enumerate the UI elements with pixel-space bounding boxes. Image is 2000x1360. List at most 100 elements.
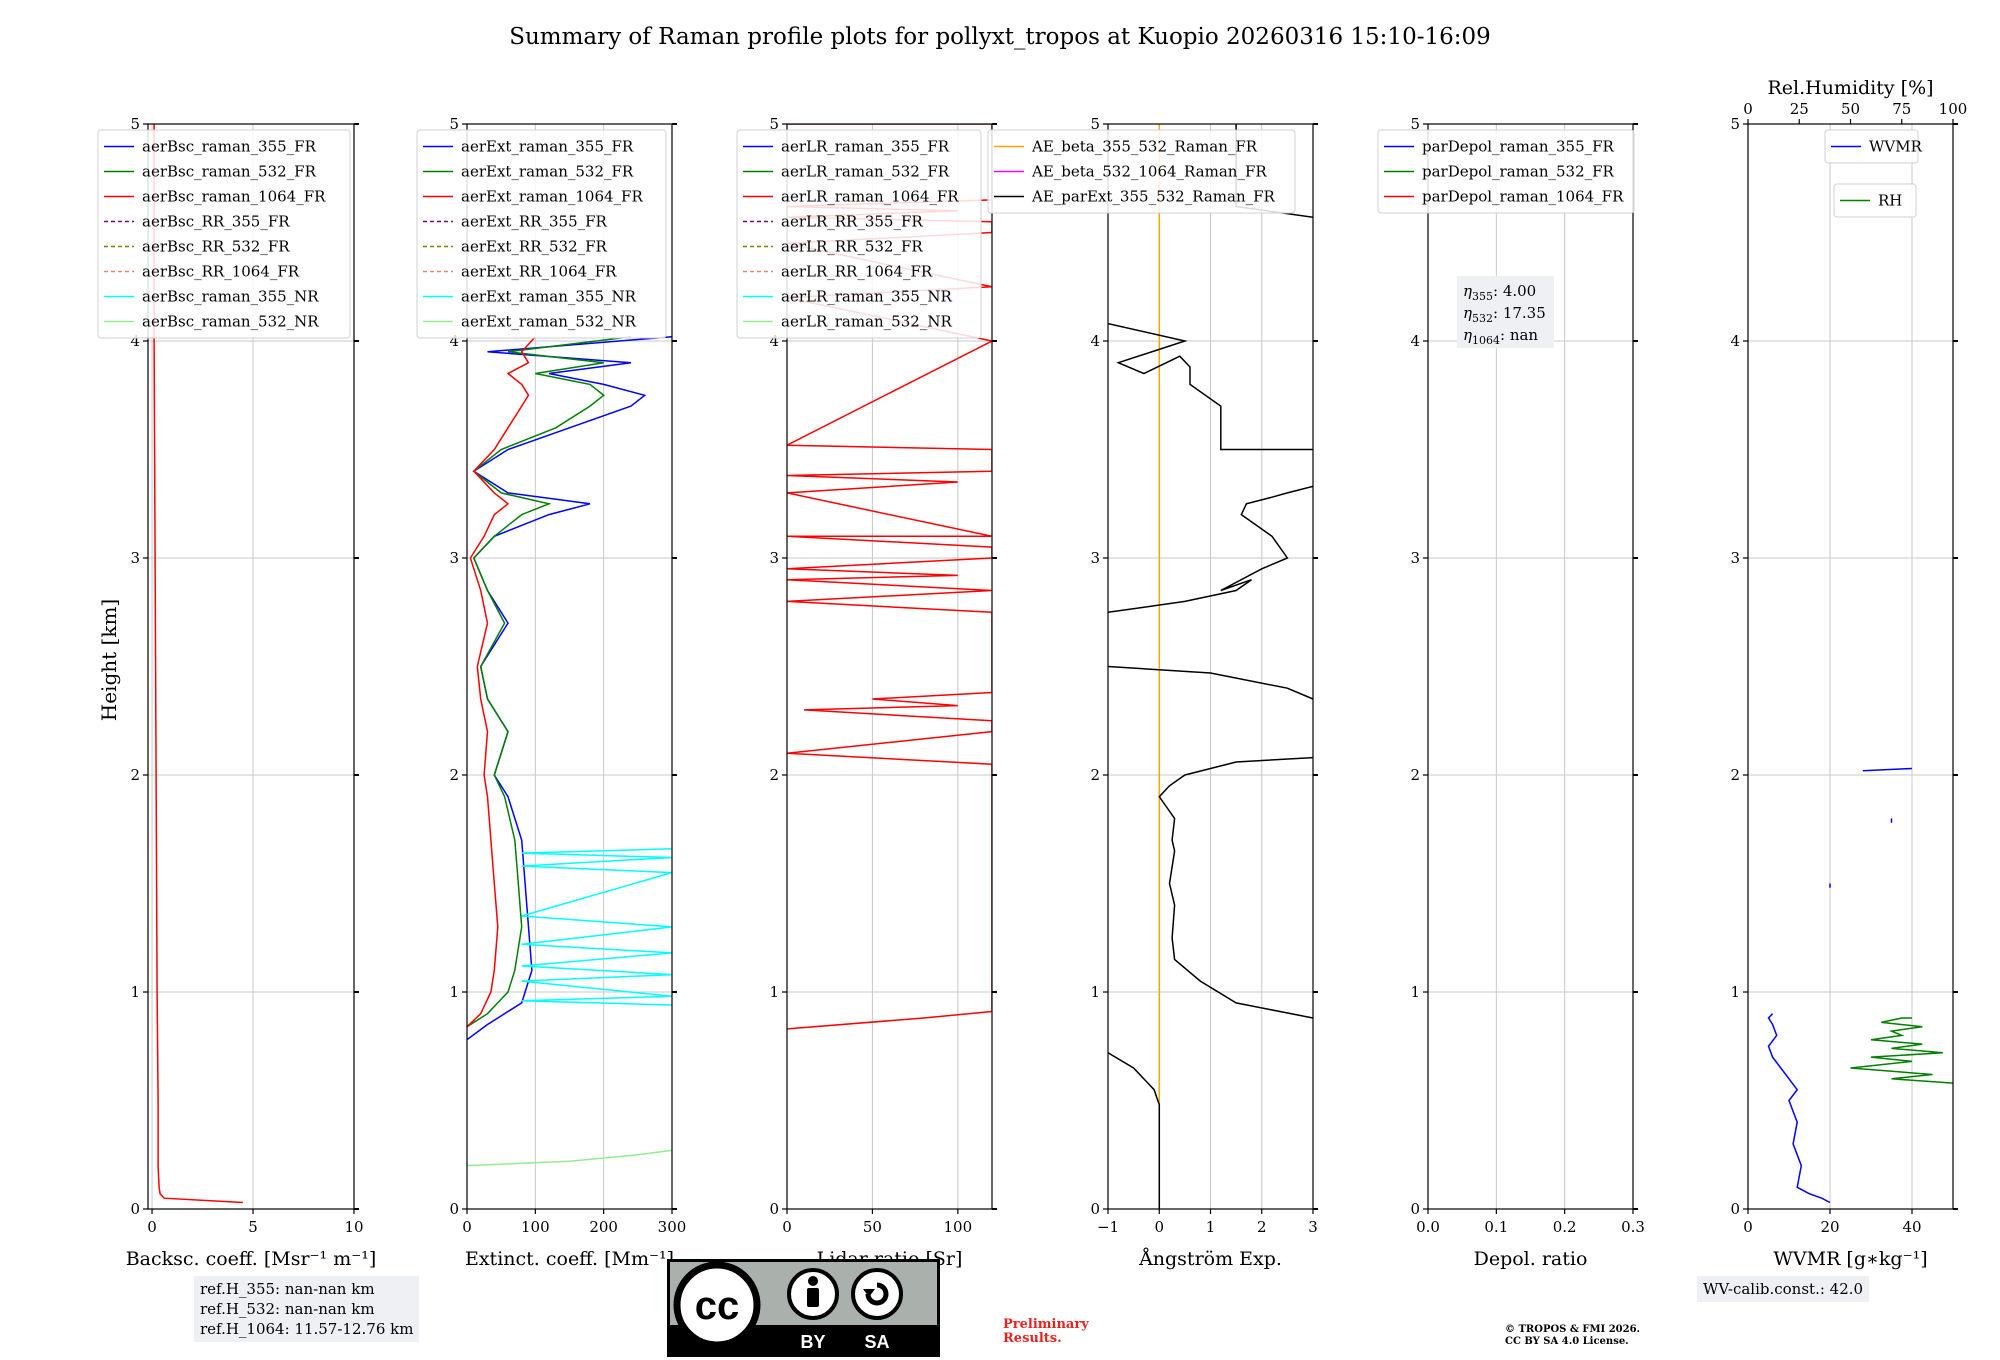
share-alike-icon xyxy=(851,1268,903,1320)
y-tick-label: 1 xyxy=(769,983,779,1001)
x-tick-label: 100 xyxy=(521,1218,550,1236)
y-tick-label: 4 xyxy=(449,332,459,350)
y-tick-label: 0 xyxy=(1090,1200,1100,1218)
series-aerBsc_raman_1064_FR xyxy=(153,124,243,1204)
legend-label: parDepol_raman_1064_FR xyxy=(1422,188,1624,206)
x-tick-label: 0 xyxy=(782,1218,792,1236)
preliminary-line-2: Results. xyxy=(1003,1331,1062,1346)
x-axis-label: Ångström Exp. xyxy=(1138,1248,1282,1270)
plot-frame xyxy=(1427,123,1634,1210)
y-tick-label: 5 xyxy=(1410,115,1420,133)
x-tick-label: 0 xyxy=(1743,1218,1753,1236)
legend-label: aerBsc_RR_532_FR xyxy=(142,238,290,256)
y-tick-label: 4 xyxy=(1090,332,1100,350)
y-tick-label: 3 xyxy=(1090,549,1100,567)
y-tick-label: 1 xyxy=(1730,983,1740,1001)
y-tick-label: 1 xyxy=(449,983,459,1001)
eta-line: η532: 17.35 xyxy=(1463,304,1546,325)
y-tick-label: 4 xyxy=(1410,332,1420,350)
legend-label: AE_parExt_355_532_Raman_FR xyxy=(1031,188,1276,206)
x-axis-label: Extinct. coeff. [Mm⁻¹] xyxy=(465,1248,674,1270)
panel-depolarization: 0 1 2 3 4 5 0.0 0.1 0.2 0.3 Depol. ratio parDepol_r… xyxy=(1377,115,1645,1270)
wv-calibration-constant: WV-calib.const.: 42.0 xyxy=(1703,1280,1864,1298)
legend-label: aerExt_RR_532_FR xyxy=(461,238,608,256)
x-tick-label: 2 xyxy=(1257,1218,1267,1236)
y-tick-label: 4 xyxy=(769,332,779,350)
legend-label: aerLR_raman_532_NR xyxy=(781,313,952,331)
legend-label: aerLR_raman_355_NR xyxy=(781,288,952,306)
legend-label: aerBsc_raman_355_FR xyxy=(142,138,317,156)
y-tick-label: 0 xyxy=(449,1200,459,1218)
series-aerExt_raman_1064_FR xyxy=(467,336,536,1028)
y-tick-label: 2 xyxy=(449,766,459,784)
plot-frame xyxy=(786,123,993,1210)
legend-label: aerLR_RR_355_FR xyxy=(781,213,923,231)
legend-label: AE_beta_532_1064_Raman_FR xyxy=(1031,163,1267,181)
y-tick-label: 1 xyxy=(1410,983,1420,1001)
y-tick-label: 0 xyxy=(1410,1200,1420,1218)
x-tick-label: 0.2 xyxy=(1553,1218,1577,1236)
x-tick-label: 0 xyxy=(1154,1218,1164,1236)
x-tick-label: 300 xyxy=(658,1218,687,1236)
preliminary-line-1: Preliminary xyxy=(1003,1317,1089,1332)
legend-box xyxy=(1824,129,1919,164)
legend-label: aerExt_raman_355_FR xyxy=(461,138,634,156)
x-axis-label: WVMR [g∗kg⁻¹] xyxy=(1773,1248,1927,1270)
series-RH xyxy=(1850,1017,1953,1084)
x-tick-label: 0.0 xyxy=(1416,1218,1440,1236)
wv-calibration-box: WV-calib.const.: 42.0 xyxy=(1697,1276,1870,1302)
legend-label: aerBsc_raman_355_NR xyxy=(142,288,319,306)
y-tick-label: 0 xyxy=(130,1200,140,1218)
panel-lidar_ratio: 012345050100Lidar ratio [Sr]aerLR_raman_… xyxy=(736,115,997,1270)
ref-height-355: ref.H_355: nan-nan km xyxy=(200,1280,375,1298)
y-tick-label: 5 xyxy=(449,115,459,133)
y-tick-label: 5 xyxy=(130,115,140,133)
license-by-label: BY xyxy=(800,1332,825,1352)
y-tick-label: 4 xyxy=(130,332,140,350)
legend-box xyxy=(1377,129,1635,214)
x-tick-label: 100 xyxy=(944,1218,973,1236)
series-AE_parExt_355_532_Raman_FR xyxy=(1108,124,1313,1209)
legend-box xyxy=(1833,183,1917,218)
figure-title: Summary of Raman profile plots for polly… xyxy=(509,24,1491,50)
x-tick-label: 200 xyxy=(589,1218,618,1236)
series-aerExt_raman_532_FR xyxy=(467,335,632,1028)
reference-height-box: ref.H_355: nan-nan km ref.H_532: nan-nan… xyxy=(194,1276,420,1342)
x-tick-label: 50 xyxy=(863,1218,882,1236)
y-tick-label: 2 xyxy=(769,766,779,784)
y-tick-label: 2 xyxy=(1410,766,1420,784)
x-tick-label: 20 xyxy=(1820,1218,1839,1236)
legend-label: aerLR_raman_532_FR xyxy=(781,163,950,181)
series-WVMR xyxy=(1767,767,1913,1204)
legend-label: aerExt_raman_355_NR xyxy=(461,288,637,306)
preliminary-note: Preliminary Results. xyxy=(1003,1318,1089,1346)
y-tick-label: 1 xyxy=(130,983,140,1001)
legend-label: aerExt_RR_1064_FR xyxy=(461,263,617,281)
panel-backscatter: 0 1 2 3 4 5 0 5 10 Backsc. coeff. [Msr⁻¹ m⁻¹] aerB… xyxy=(97,115,376,1270)
legend-label: aerBsc_RR_355_FR xyxy=(142,213,290,231)
x-tick-label: 1 xyxy=(1206,1218,1216,1236)
top-tick-label: 25 xyxy=(1790,100,1809,118)
legend-label: aerLR_raman_1064_FR xyxy=(781,188,959,206)
y-tick-label: 4 xyxy=(1730,332,1740,350)
x-tick-label: 5 xyxy=(248,1218,258,1236)
y-tick-label: 5 xyxy=(1090,115,1100,133)
license-sa-label: SA xyxy=(864,1332,889,1352)
x-tick-label: 0.1 xyxy=(1484,1218,1508,1236)
legend-box xyxy=(97,129,351,339)
ref-height-1064: ref.H_1064: 11.57-12.76 km xyxy=(200,1320,414,1338)
legend-label: aerExt_raman_1064_FR xyxy=(461,188,643,206)
legend-label: AE_beta_355_532_Raman_FR xyxy=(1031,138,1258,156)
y-tick-label: 5 xyxy=(1730,115,1740,133)
legend-label: aerLR_RR_1064_FR xyxy=(781,263,933,281)
x-tick-label: 0.3 xyxy=(1621,1218,1645,1236)
y-tick-label: 3 xyxy=(1410,549,1420,567)
legend-label: aerLR_RR_532_FR xyxy=(781,238,923,256)
legend-label: aerBsc_raman_532_FR xyxy=(142,163,317,181)
eta-line: η355: 4.00 xyxy=(1463,282,1536,303)
legend-label: aerBsc_raman_532_NR xyxy=(142,313,319,331)
eta-line: η1064: nan xyxy=(1463,326,1538,347)
legend-label: aerBsc_raman_1064_FR xyxy=(142,188,326,206)
